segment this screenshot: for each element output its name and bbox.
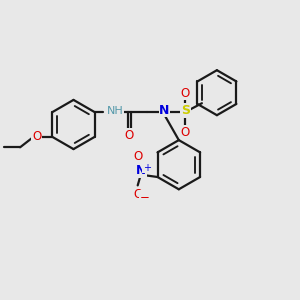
Text: O: O xyxy=(181,86,190,100)
Text: O: O xyxy=(133,150,142,164)
Text: O: O xyxy=(133,188,142,201)
Text: S: S xyxy=(181,104,190,117)
Text: NH: NH xyxy=(107,106,124,116)
Text: N: N xyxy=(159,103,170,117)
Text: +: + xyxy=(143,163,151,173)
Text: O: O xyxy=(32,130,41,143)
Text: N: N xyxy=(136,164,146,178)
Text: O: O xyxy=(181,126,190,139)
Text: O: O xyxy=(125,129,134,142)
Text: −: − xyxy=(140,191,149,204)
